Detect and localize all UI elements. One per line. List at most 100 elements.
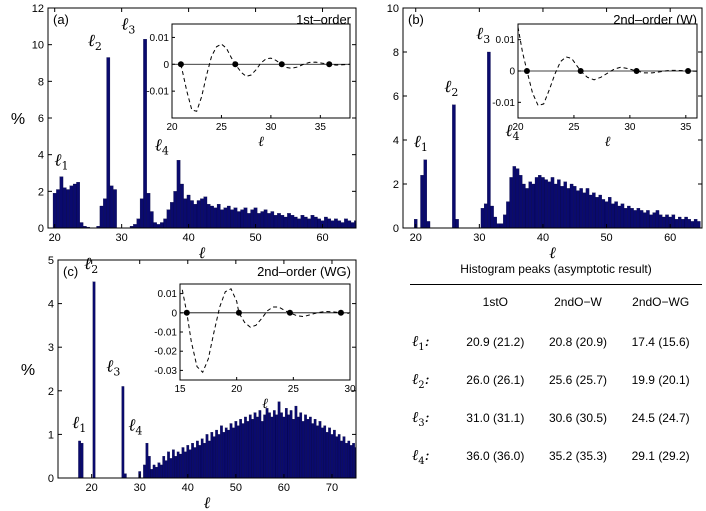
bar [598,194,602,229]
bar [347,440,351,479]
bar [541,177,545,229]
inset-zero-marker [286,309,293,316]
table-cell: 17.4 (15.6) [631,335,690,349]
bar [420,175,424,229]
bar [563,181,567,229]
inset-y-tick-label: 0 [509,67,515,78]
bar [212,436,216,479]
x-tick-label: 40 [537,232,549,244]
y-tick-label: 3 [48,342,54,354]
bar [299,412,303,479]
peak-label-main: ℓ [505,121,512,141]
bar [509,177,513,229]
inset-zero-marker [523,68,530,74]
peak-label: ℓ1 [72,413,86,435]
inset-x-tick-label: 15 [174,384,186,395]
peak-label-main: ℓ [414,132,421,152]
panel-tag: (a) [53,12,69,27]
panel-title: 2nd–order (WG) [257,264,351,279]
peak-label-sub: 3 [128,24,135,37]
inset-zero-marker [633,68,640,74]
bar [247,213,251,229]
bar [334,218,338,229]
bar [515,168,520,229]
table-header-cell: 2ndO−WG [632,295,690,309]
bar [518,175,523,229]
bar [163,218,167,229]
bar [222,432,226,479]
peak-label-sub: 3 [483,33,490,46]
bar [313,419,317,479]
bar [230,209,234,229]
bar [220,425,223,479]
bar [557,179,561,229]
inset-x-tick-label: 20 [166,122,178,133]
bar [350,222,355,229]
bar [576,190,580,229]
bar [275,414,279,479]
bar [569,183,574,229]
bar [630,208,634,229]
bar [643,212,647,229]
x-tick-label: 50 [230,482,242,494]
peak-label-sub: 2 [95,40,102,53]
bar [337,434,341,479]
inset-y-tick-label: 0 [171,308,177,319]
peak-label-sub: 3 [113,366,120,379]
y-tick-label: 6 [38,113,44,125]
bar [133,224,137,229]
bar [287,414,291,479]
table-cell: 24.5 (24.7) [631,411,690,425]
bar [655,210,660,229]
bar [239,419,242,479]
bar [303,216,308,229]
bar [658,214,663,229]
peak-label-main: ℓ [476,24,483,44]
bar [681,219,685,229]
x-tick-label: 30 [134,482,146,494]
table-grid: 1stO 2ndO−W 2ndO−WG ℓ1: 20.9 (21.2) 20.8… [410,289,702,475]
x-axis-label: ℓ [549,243,556,262]
inset-frame [171,23,351,119]
bar [200,198,204,229]
inset-x-tick-label: 25 [288,384,300,395]
bar [534,177,539,229]
bar [208,440,211,479]
peak-label: ℓ3 [106,357,120,379]
bar [455,219,459,229]
bar [76,182,80,229]
bar [236,425,240,479]
bar [270,416,274,479]
bar [284,408,288,479]
bar [152,464,156,479]
panel-tag: (c) [63,264,78,279]
table-row: ℓ3: 31.0 (31.1) 30.6 (30.5) 24.5 (24.7) [410,399,702,437]
bar [224,427,228,479]
x-tick-label: 70 [326,482,338,494]
bar [311,423,315,479]
bar [306,419,310,479]
bar [99,205,104,229]
inset-y-tick-label: -0.01 [146,87,169,98]
table-header-row: 1stO 2ndO−W 2ndO−WG [410,289,702,323]
bar [499,223,504,229]
bar [280,412,283,479]
bar [601,199,606,229]
bar [633,210,637,229]
bar [617,205,622,229]
bar [620,203,625,229]
bar [330,220,335,229]
bar [592,192,596,229]
bar [173,191,178,229]
panel-title: 1st–order [296,12,352,27]
table-cell: 30.6 (30.5) [548,411,607,425]
bar [250,209,255,229]
table-cell: 36.0 (36.0) [466,449,525,463]
bar [164,460,168,479]
bar [251,419,254,479]
bar [277,213,281,229]
peak-label: ℓ4 [155,136,169,158]
inset-x-tick-label: 20 [231,384,243,395]
